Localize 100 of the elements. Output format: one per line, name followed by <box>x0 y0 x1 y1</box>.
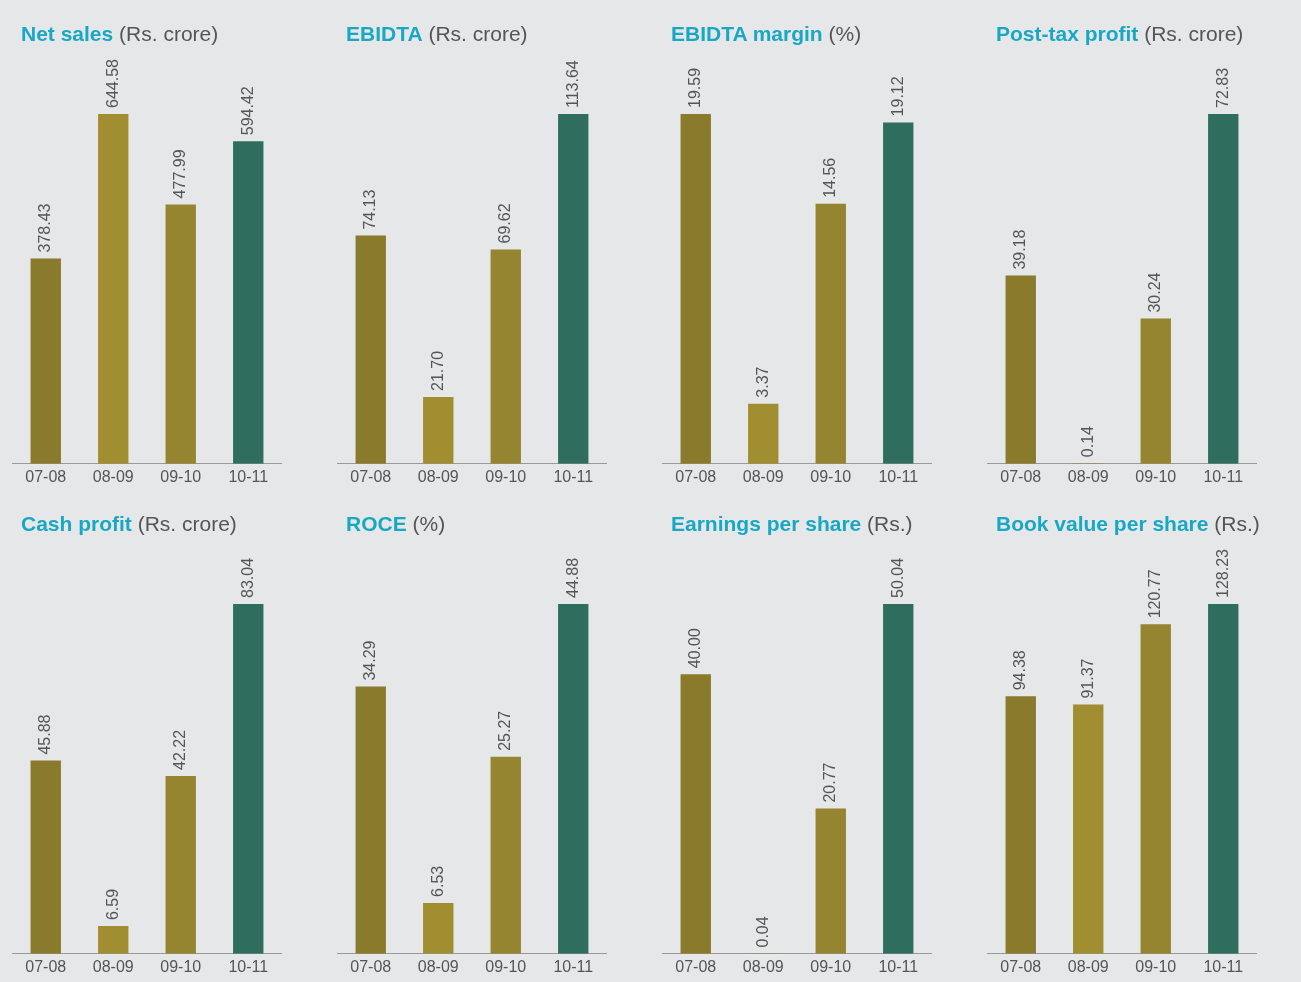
x-tick-label: 07-08 <box>350 467 392 485</box>
chart-subtitle: (Rs. crore) <box>118 22 219 45</box>
x-tick-label: 08-09 <box>742 957 784 975</box>
data-label: 50.04 <box>888 557 906 598</box>
bar <box>490 249 521 464</box>
x-tick-label: 09-10 <box>160 957 202 975</box>
x-tick-label: 07-08 <box>675 467 717 485</box>
x-tick-label: 09-10 <box>485 467 527 485</box>
bar <box>883 604 914 954</box>
x-tick-label: 09-10 <box>810 467 852 485</box>
bar <box>98 114 129 464</box>
data-label: 20.77 <box>821 762 839 803</box>
bar <box>883 122 914 464</box>
data-label: 21.70 <box>428 350 446 391</box>
chart-subtitle: (Rs.) <box>1213 512 1260 535</box>
x-tick-label: 07-08 <box>25 467 67 485</box>
data-label: 39.18 <box>1011 229 1029 270</box>
x-tick-label: 10-11 <box>1203 467 1244 485</box>
chart-subtitle: (Rs.) <box>866 512 913 535</box>
bar <box>1005 275 1036 464</box>
data-label: 6.53 <box>428 865 446 897</box>
x-tick-label: 08-09 <box>1067 467 1109 485</box>
bar <box>233 141 264 464</box>
data-label: 45.88 <box>36 714 54 755</box>
x-tick-label: 10-11 <box>553 957 594 975</box>
chart-subtitle: (%) <box>827 22 862 45</box>
bar <box>1073 704 1104 954</box>
x-tick-label: 07-08 <box>350 957 392 975</box>
bar <box>355 686 386 954</box>
data-label: 34.29 <box>361 640 379 681</box>
x-tick-label: 10-11 <box>878 467 919 485</box>
bar <box>233 604 264 954</box>
data-label: 594.42 <box>238 86 256 136</box>
x-tick-label: 10-11 <box>228 467 269 485</box>
chart-subtitle: (Rs. crore) <box>136 512 237 535</box>
bar <box>165 775 196 954</box>
bar <box>30 760 61 954</box>
data-label: 74.13 <box>361 189 379 230</box>
data-label: 113.64 <box>563 60 581 108</box>
x-tick-label: 09-10 <box>1135 467 1177 485</box>
bar <box>98 926 129 954</box>
bar <box>1208 604 1239 954</box>
bar <box>423 397 454 464</box>
x-tick-label: 09-10 <box>485 957 527 975</box>
data-label: 30.24 <box>1146 272 1164 313</box>
data-label: 6.59 <box>103 888 121 921</box>
bar <box>680 674 711 954</box>
data-label: 128.23 <box>1213 548 1231 598</box>
x-tick-label: 08-09 <box>92 957 134 975</box>
x-tick-label: 09-10 <box>1135 957 1177 975</box>
chart-title: ROCE <box>346 512 407 535</box>
bar <box>1140 624 1171 954</box>
data-label: 14.56 <box>821 157 839 198</box>
chart-title: Book value per share <box>996 512 1209 535</box>
data-label: 83.04 <box>238 557 256 598</box>
data-label: 477.99 <box>171 149 189 199</box>
bar <box>558 114 589 464</box>
bar <box>815 808 846 954</box>
bar <box>490 756 521 954</box>
x-tick-label: 08-09 <box>742 467 784 485</box>
data-label: 40.00 <box>686 628 704 669</box>
x-tick-label: 08-09 <box>1067 957 1109 975</box>
bar <box>748 403 779 464</box>
data-label: 91.37 <box>1078 658 1096 699</box>
chart-title: Cash profit <box>21 512 132 535</box>
data-label: 72.83 <box>1213 67 1231 108</box>
data-label: 120.77 <box>1146 569 1164 619</box>
chart-title: EBIDTA <box>346 22 423 45</box>
x-tick-label: 10-11 <box>878 957 919 975</box>
bar <box>355 235 386 464</box>
x-tick-label: 10-11 <box>553 467 594 485</box>
x-tick-label: 10-11 <box>1203 957 1244 975</box>
bar <box>680 114 711 464</box>
data-label: 378.43 <box>36 203 54 253</box>
x-tick-label: 08-09 <box>417 467 459 485</box>
data-label: 25.27 <box>496 710 514 751</box>
chart-title: Post-tax profit <box>996 22 1139 45</box>
data-label: 0.14 <box>1078 425 1096 458</box>
bar <box>815 203 846 464</box>
data-label: 644.58 <box>103 58 121 108</box>
data-label: 94.38 <box>1011 650 1029 691</box>
chart-title: Net sales <box>21 22 114 45</box>
x-tick-label: 07-08 <box>1000 957 1042 975</box>
x-tick-label: 09-10 <box>810 957 852 975</box>
chart-subtitle: (%) <box>411 512 446 535</box>
data-label: 19.12 <box>888 76 906 117</box>
x-tick-label: 08-09 <box>417 957 459 975</box>
data-label: 0.04 <box>753 916 771 948</box>
bar <box>1208 114 1239 464</box>
chart-title: EBIDTA margin <box>671 22 823 45</box>
bar <box>165 204 196 464</box>
bar <box>1005 696 1036 954</box>
data-label: 3.37 <box>753 366 771 398</box>
x-tick-label: 08-09 <box>92 467 134 485</box>
bar <box>30 258 61 464</box>
x-tick-label: 07-08 <box>675 957 717 975</box>
bar <box>1140 318 1171 464</box>
data-label: 42.22 <box>171 729 189 770</box>
x-tick-label: 09-10 <box>160 467 202 485</box>
x-tick-label: 07-08 <box>25 957 67 975</box>
